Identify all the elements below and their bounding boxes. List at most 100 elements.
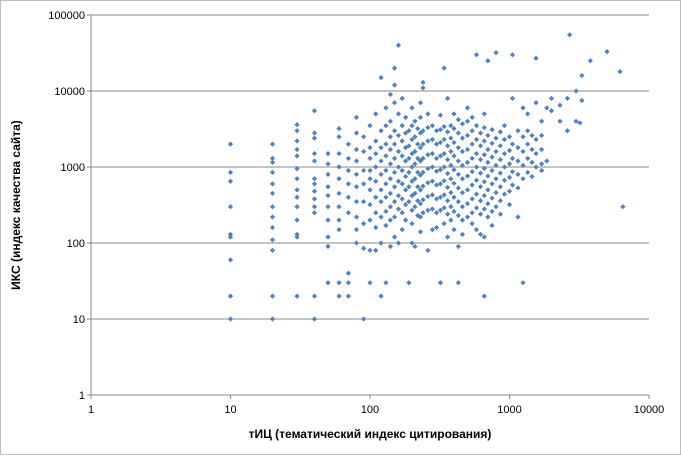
data-point [425,152,431,158]
data-point [269,204,276,210]
data-point [469,210,475,216]
data-point [455,130,461,136]
data-point [367,167,373,174]
data-point [311,130,318,136]
data-point [433,182,440,188]
data-point [469,168,475,175]
y-tick-labels: 1 10 100 1000 10000 100000 [48,10,85,402]
data-point [387,91,393,98]
data-point [325,243,331,250]
data-point [311,210,318,216]
data-point [403,114,409,120]
data-point [497,198,503,204]
data-point [437,167,444,173]
data-point [373,138,379,144]
data-point [429,151,435,157]
data-point [367,280,373,286]
data-point [311,181,318,187]
data-point [497,184,503,190]
data-point [406,184,412,190]
data-point [406,280,412,286]
data-point [464,132,471,139]
data-point [515,144,521,151]
data-point [387,217,393,223]
data-point [383,123,389,129]
data-point [269,155,276,161]
data-point [445,170,451,177]
data-point [509,168,516,175]
data-point [477,170,484,176]
data-point [336,293,342,299]
data-point [336,227,342,233]
data-point [473,123,480,129]
data-point [497,211,503,217]
data-point [529,173,535,180]
data-point [564,128,570,134]
data-point [412,204,418,210]
data-point [497,170,503,176]
data-point [345,141,351,147]
data-point [489,181,495,187]
data-point [441,151,447,157]
data-point [336,134,342,140]
data-point [311,108,318,114]
data-point [409,207,415,213]
data-point [409,164,415,170]
data-point [506,202,513,208]
data-point [378,187,384,193]
data-point [227,169,234,175]
data-point [573,118,579,124]
data-point [373,194,379,200]
data-point [451,111,457,117]
data-point [497,157,503,163]
data-point [429,227,435,233]
data-point [383,141,389,147]
data-point [448,135,454,141]
data-point [391,82,398,88]
data-point [325,171,331,177]
data-point [294,122,300,128]
data-point [441,220,447,227]
x-tick-label: 10 [224,404,236,416]
data-point [425,193,431,200]
data-point [441,136,447,143]
data-point [429,178,435,184]
data-point [564,95,570,101]
data-point [227,231,234,237]
data-point [415,184,421,190]
data-point [412,134,418,140]
data-point [269,293,276,299]
data-point [399,167,405,174]
data-point [557,118,563,124]
data-point [577,120,583,126]
data-point [378,158,384,164]
data-point [539,146,545,153]
data-point [448,217,454,223]
data-point [367,144,373,151]
data-point [433,210,440,216]
data-point [429,192,435,198]
data-point [587,58,593,64]
data-point [459,217,466,223]
data-point [383,208,389,215]
data-point [412,148,418,155]
data-point [311,151,318,157]
data-point [353,227,360,233]
data-point [269,141,276,147]
data-point [391,65,398,71]
data-point [455,171,461,177]
data-point [395,193,402,199]
data-point [325,161,331,167]
data-point [448,162,454,168]
data-point [378,75,384,81]
data-point [387,134,393,140]
data-point [353,130,360,136]
data-point [441,164,447,170]
data-point [412,243,418,250]
data-point [485,173,491,179]
data-point [387,204,393,210]
data-point [473,52,480,58]
data-point [548,95,555,101]
data-point [485,200,491,207]
data-point [294,234,300,240]
